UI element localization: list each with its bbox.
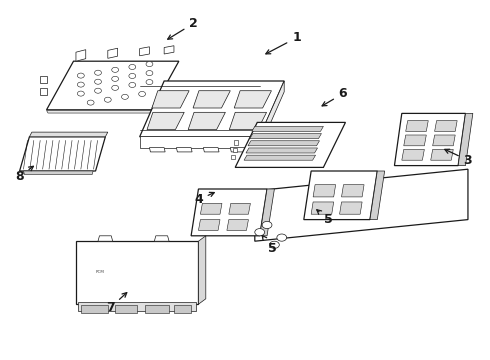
Polygon shape: [235, 122, 345, 167]
Polygon shape: [431, 149, 453, 160]
Polygon shape: [433, 135, 455, 146]
Polygon shape: [234, 91, 271, 108]
Polygon shape: [231, 155, 235, 159]
Polygon shape: [233, 148, 237, 152]
Circle shape: [129, 73, 136, 78]
Polygon shape: [230, 148, 246, 152]
Text: PCM: PCM: [96, 270, 104, 274]
Circle shape: [112, 76, 119, 81]
Polygon shape: [140, 81, 284, 137]
Circle shape: [255, 229, 265, 236]
Polygon shape: [140, 47, 149, 56]
Polygon shape: [234, 140, 238, 145]
Circle shape: [95, 79, 101, 84]
Polygon shape: [260, 81, 284, 148]
Polygon shape: [248, 141, 319, 146]
Polygon shape: [244, 155, 316, 160]
Circle shape: [277, 234, 287, 241]
Circle shape: [87, 100, 94, 105]
Polygon shape: [176, 148, 192, 152]
Polygon shape: [198, 220, 220, 230]
Text: 3: 3: [445, 149, 472, 167]
Polygon shape: [250, 134, 321, 139]
Polygon shape: [252, 126, 323, 131]
Polygon shape: [188, 112, 225, 130]
Text: 7: 7: [106, 293, 127, 314]
Polygon shape: [203, 148, 219, 152]
Polygon shape: [191, 189, 267, 236]
Text: 2: 2: [168, 17, 198, 39]
Polygon shape: [458, 113, 473, 166]
Polygon shape: [145, 305, 169, 313]
Circle shape: [77, 82, 84, 87]
Polygon shape: [20, 137, 105, 171]
Circle shape: [112, 85, 119, 90]
Circle shape: [262, 221, 272, 229]
Polygon shape: [174, 305, 191, 313]
Polygon shape: [147, 112, 184, 130]
Circle shape: [146, 80, 153, 85]
Polygon shape: [406, 121, 428, 131]
Polygon shape: [200, 203, 222, 214]
Polygon shape: [193, 91, 230, 108]
Polygon shape: [40, 76, 47, 83]
Polygon shape: [370, 171, 385, 220]
Polygon shape: [108, 48, 118, 58]
Polygon shape: [311, 202, 334, 214]
Polygon shape: [402, 149, 424, 160]
Text: 1: 1: [266, 31, 301, 54]
Polygon shape: [255, 169, 468, 241]
Polygon shape: [29, 132, 108, 137]
Circle shape: [77, 91, 84, 96]
Circle shape: [95, 70, 101, 75]
Text: 8: 8: [15, 166, 33, 183]
Text: 6: 6: [322, 87, 347, 106]
Polygon shape: [229, 203, 250, 214]
Polygon shape: [154, 236, 169, 241]
Polygon shape: [47, 61, 179, 110]
Polygon shape: [229, 112, 267, 130]
Circle shape: [112, 67, 119, 72]
Polygon shape: [47, 111, 153, 113]
Circle shape: [129, 82, 136, 87]
Bar: [76, 241, 198, 304]
Circle shape: [95, 88, 101, 93]
Polygon shape: [340, 202, 362, 214]
Polygon shape: [76, 50, 86, 61]
Polygon shape: [227, 220, 248, 230]
Polygon shape: [24, 171, 93, 175]
Polygon shape: [198, 236, 206, 304]
Circle shape: [77, 73, 84, 78]
Polygon shape: [313, 185, 336, 197]
Polygon shape: [342, 185, 364, 197]
Polygon shape: [98, 236, 113, 241]
Text: 5: 5: [262, 235, 276, 255]
Circle shape: [146, 62, 153, 67]
Polygon shape: [81, 305, 108, 313]
Polygon shape: [40, 88, 47, 95]
Text: 5: 5: [317, 210, 333, 226]
Polygon shape: [149, 148, 165, 152]
Polygon shape: [115, 305, 137, 313]
Polygon shape: [404, 135, 426, 146]
Polygon shape: [435, 121, 457, 131]
Polygon shape: [152, 91, 189, 108]
Polygon shape: [164, 46, 174, 54]
Text: 4: 4: [194, 192, 214, 206]
Polygon shape: [78, 302, 196, 311]
Circle shape: [122, 94, 128, 99]
Circle shape: [270, 241, 279, 248]
Circle shape: [129, 64, 136, 69]
Circle shape: [104, 97, 111, 102]
Circle shape: [146, 71, 153, 76]
Polygon shape: [246, 148, 318, 153]
Circle shape: [139, 91, 146, 96]
Polygon shape: [304, 171, 377, 220]
Polygon shape: [394, 113, 466, 166]
Polygon shape: [260, 189, 274, 236]
Polygon shape: [140, 136, 260, 148]
